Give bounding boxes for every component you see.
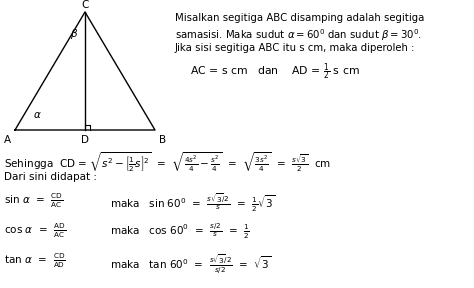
Text: Jika sisi segitiga ABC itu s cm, maka diperoleh :: Jika sisi segitiga ABC itu s cm, maka di…	[175, 43, 415, 53]
Text: C: C	[82, 0, 89, 10]
Text: tan $\alpha$  =  $\frac{\mathrm{CD}}{\mathrm{AD}}$: tan $\alpha$ = $\frac{\mathrm{CD}}{\math…	[4, 252, 66, 270]
Text: samasisi. Maka sudut $\alpha = 60^0$ dan sudut $\beta = 30^0$.: samasisi. Maka sudut $\alpha = 60^0$ dan…	[175, 27, 422, 43]
Text: sin $\alpha$  =  $\frac{\mathrm{CD}}{\mathrm{AC}}$: sin $\alpha$ = $\frac{\mathrm{CD}}{\math…	[4, 192, 64, 211]
Text: maka   tan $60^0$  =  $\frac{s\sqrt{3}/2}{s/2}$  =  $\sqrt{3}$: maka tan $60^0$ = $\frac{s\sqrt{3}/2}{s/…	[110, 252, 272, 276]
Text: Misalkan segitiga ABC disamping adalah segitiga: Misalkan segitiga ABC disamping adalah s…	[175, 13, 424, 23]
Text: Dari sini didapat :: Dari sini didapat :	[4, 172, 97, 182]
Text: $\alpha$: $\alpha$	[33, 110, 41, 120]
Text: A: A	[3, 135, 10, 145]
Text: cos $\alpha$  =  $\frac{\mathrm{AD}}{\mathrm{AC}}$: cos $\alpha$ = $\frac{\mathrm{AD}}{\math…	[4, 222, 66, 240]
Text: B: B	[159, 135, 166, 145]
Text: $\beta$: $\beta$	[70, 27, 78, 41]
Text: maka   cos $60^0$  =  $\frac{s/2}{s}$  =  $\frac{1}{2}$: maka cos $60^0$ = $\frac{s/2}{s}$ = $\fr…	[110, 222, 250, 241]
Text: maka   sin $60^0$  =  $\frac{s\sqrt{3}/2}{s}$  =  $\frac{1}{2}\sqrt{3}$: maka sin $60^0$ = $\frac{s\sqrt{3}/2}{s}…	[110, 192, 275, 214]
Text: AC = s cm   dan    AD = $\frac{1}{2}$ s cm: AC = s cm dan AD = $\frac{1}{2}$ s cm	[190, 62, 360, 84]
Text: Sehingga  CD = $\sqrt{s^2 - \left[\frac{1}{2}s\right]^2}$  =  $\sqrt{\frac{4s^2}: Sehingga CD = $\sqrt{s^2 - \left[\frac{1…	[4, 150, 331, 174]
Text: D: D	[81, 135, 89, 145]
